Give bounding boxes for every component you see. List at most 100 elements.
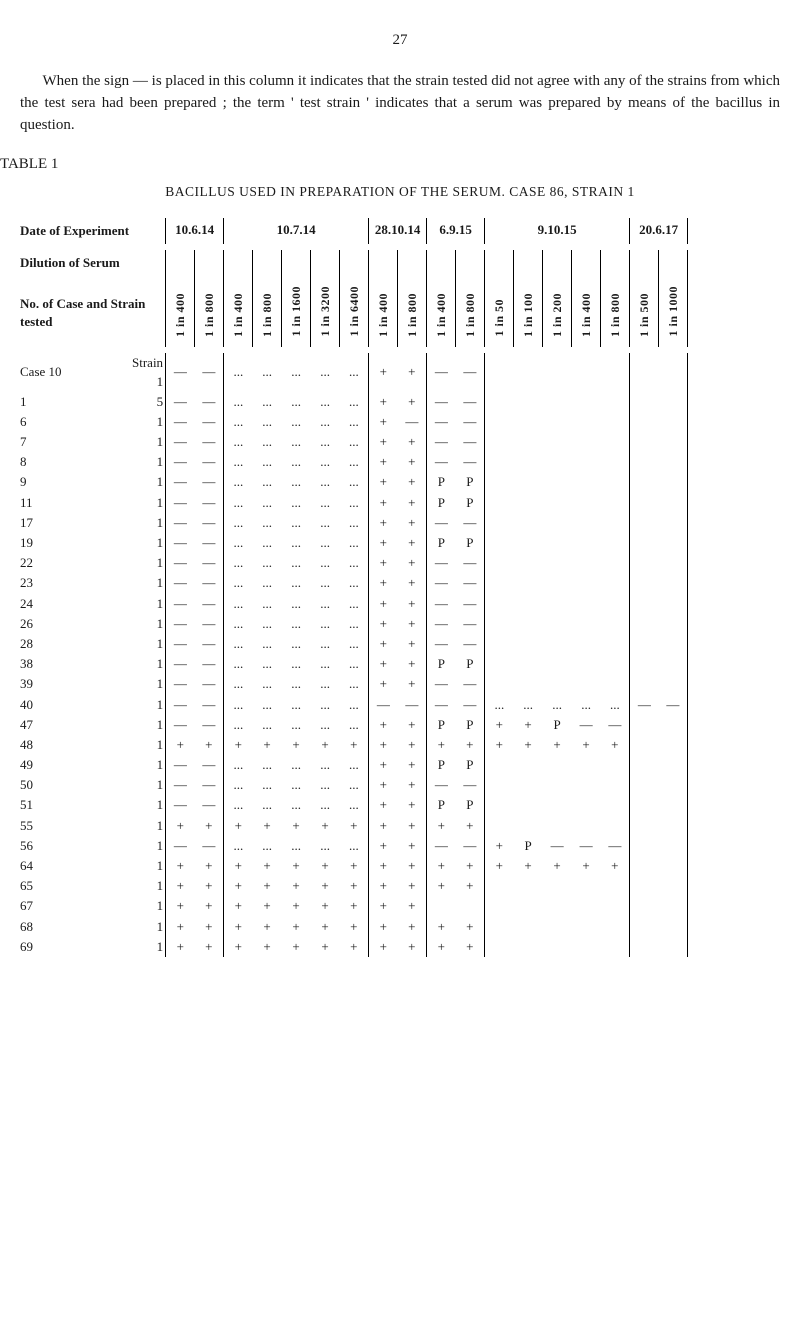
row-strain-label: 1 — [132, 412, 166, 432]
data-cell — [456, 896, 485, 916]
data-cell — [601, 553, 630, 573]
data-cell: + — [253, 876, 282, 896]
data-cell: + — [369, 937, 398, 957]
data-cell: ... — [282, 452, 311, 472]
row-strain-label: 1 — [132, 836, 166, 856]
data-cell: — — [427, 614, 456, 634]
data-cell: ... — [282, 392, 311, 412]
data-cell: + — [311, 816, 340, 836]
data-cell: ... — [543, 695, 572, 715]
data-cell: + — [398, 674, 427, 694]
data-cell: + — [253, 937, 282, 957]
date-header-row: Date of Experiment 10.6.1410.7.1428.10.1… — [20, 218, 688, 244]
data-cell: P — [456, 715, 485, 735]
data-cell — [630, 876, 659, 896]
data-cell — [543, 533, 572, 553]
data-cell: P — [427, 795, 456, 815]
data-cell: P — [427, 755, 456, 775]
data-cell — [514, 755, 543, 775]
data-cell: — — [166, 353, 195, 391]
data-cell: ... — [253, 472, 282, 492]
data-cell: ... — [340, 594, 369, 614]
data-cell: ... — [253, 614, 282, 634]
table-row: 681+++++++++++ — [20, 917, 688, 937]
data-cell — [543, 917, 572, 937]
data-cell: — — [195, 594, 224, 614]
data-cell — [572, 452, 601, 472]
data-cell: + — [369, 594, 398, 614]
data-cell: — — [456, 594, 485, 614]
data-cell: — — [195, 452, 224, 472]
row-strain-label: 1 — [132, 735, 166, 755]
data-cell: — — [427, 775, 456, 795]
data-cell — [601, 795, 630, 815]
data-cell: — — [166, 634, 195, 654]
data-cell: + — [224, 876, 253, 896]
data-cell: — — [166, 392, 195, 412]
data-cell: + — [456, 816, 485, 836]
data-cell — [659, 674, 688, 694]
data-cell — [485, 654, 514, 674]
data-cell: — — [195, 795, 224, 815]
data-cell: + — [514, 715, 543, 735]
data-cell — [543, 634, 572, 654]
data-cell — [485, 452, 514, 472]
data-cell: + — [311, 856, 340, 876]
data-cell: ... — [311, 553, 340, 573]
data-cell: + — [398, 513, 427, 533]
data-cell — [659, 533, 688, 553]
data-cell — [659, 715, 688, 735]
data-cell — [514, 917, 543, 937]
data-cell: + — [398, 876, 427, 896]
data-cell: + — [369, 896, 398, 916]
data-cell: — — [659, 695, 688, 715]
data-cell: — — [456, 452, 485, 472]
data-cell — [572, 755, 601, 775]
table-row: 191——...............++PP — [20, 533, 688, 553]
data-cell — [659, 634, 688, 654]
data-cell: + — [166, 937, 195, 957]
data-cell: ... — [282, 836, 311, 856]
data-cell: ... — [282, 594, 311, 614]
data-cell — [543, 795, 572, 815]
row-case-label: 55 — [20, 816, 132, 836]
data-cell: + — [601, 735, 630, 755]
data-cell — [514, 353, 543, 391]
data-cell — [630, 715, 659, 735]
data-cell: — — [195, 553, 224, 573]
data-cell — [659, 735, 688, 755]
dilution-header-cell: 1 in 800 — [601, 250, 630, 347]
row-case-label: 67 — [20, 896, 132, 916]
data-cell — [630, 452, 659, 472]
data-cell: ... — [253, 795, 282, 815]
data-cell — [543, 775, 572, 795]
data-cell — [601, 816, 630, 836]
data-cell: — — [166, 795, 195, 815]
intro-paragraph: When the sign — is placed in this column… — [20, 71, 780, 136]
dilution-header-cell: 1 in 100 — [514, 250, 543, 347]
data-cell: ... — [224, 452, 253, 472]
data-cell: + — [514, 735, 543, 755]
data-cell: ... — [311, 594, 340, 614]
data-cell: — — [456, 513, 485, 533]
row-strain-label: 1 — [132, 594, 166, 614]
table-row: 561——...............++——+P——— — [20, 836, 688, 856]
data-cell: — — [166, 775, 195, 795]
data-cell: + — [369, 856, 398, 876]
table-row: 381——...............++PP — [20, 654, 688, 674]
data-cell: ... — [340, 775, 369, 795]
data-cell: — — [427, 634, 456, 654]
data-cell: ... — [311, 452, 340, 472]
data-cell: + — [398, 715, 427, 735]
data-cell — [543, 755, 572, 775]
data-cell — [630, 472, 659, 492]
table-row: 171——...............++—— — [20, 513, 688, 533]
data-cell: ... — [253, 775, 282, 795]
data-cell: — — [195, 836, 224, 856]
data-cell — [572, 674, 601, 694]
data-cell: + — [195, 735, 224, 755]
data-cell: + — [282, 937, 311, 957]
data-cell — [485, 876, 514, 896]
data-cell — [572, 392, 601, 412]
data-cell — [514, 654, 543, 674]
